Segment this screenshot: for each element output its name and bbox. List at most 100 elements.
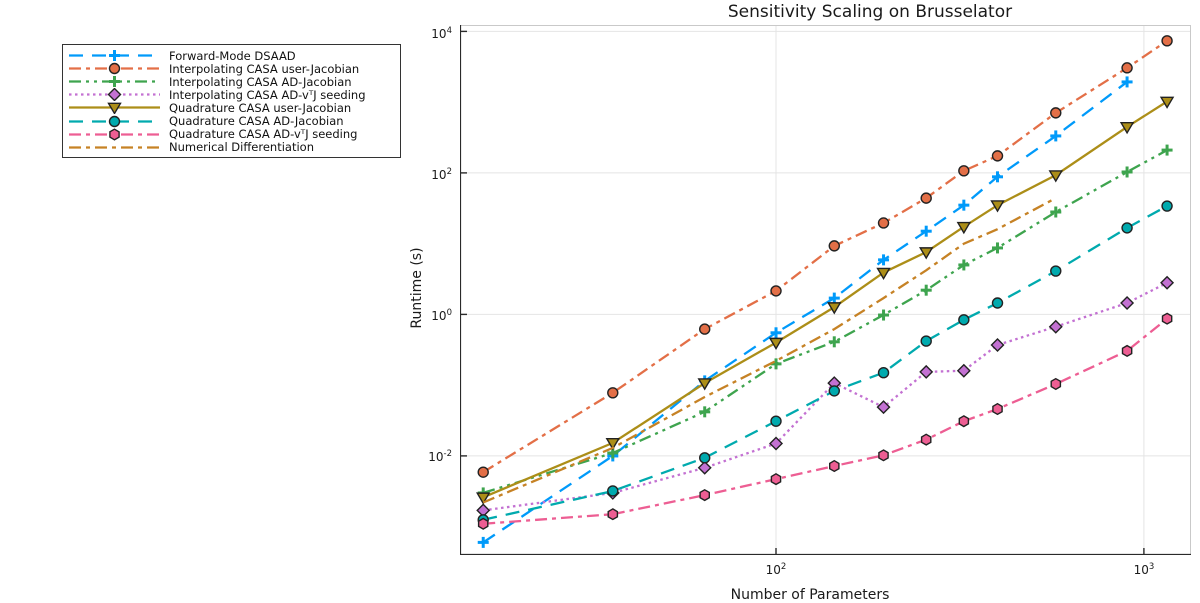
series-1-marker bbox=[877, 217, 890, 229]
series-6-marker bbox=[1161, 312, 1173, 325]
series-5-marker bbox=[877, 367, 890, 379]
series-6-marker bbox=[829, 459, 840, 473]
series-3-marker bbox=[1160, 275, 1175, 290]
series-4-marker bbox=[956, 221, 972, 235]
series-5-marker bbox=[1121, 222, 1133, 234]
series-1-marker bbox=[991, 150, 1004, 162]
series-1-marker bbox=[1121, 62, 1133, 74]
series-3-marker bbox=[1048, 319, 1063, 334]
series-1-marker bbox=[1050, 107, 1062, 119]
series-line-5 bbox=[482, 204, 1168, 521]
series-1-marker bbox=[699, 323, 711, 335]
legend-label: Numerical Differentiation bbox=[169, 140, 314, 155]
legend-label: Quadrature CASA AD-Jacobian bbox=[169, 114, 344, 129]
series-line-4 bbox=[482, 100, 1168, 499]
series-6-marker bbox=[878, 449, 889, 462]
legend-label: Interpolating CASA AD-Jacobian bbox=[169, 74, 352, 89]
series-1-marker bbox=[1161, 35, 1173, 47]
y-axis-tick-label: 100 bbox=[431, 308, 452, 323]
series-3-marker bbox=[697, 460, 712, 475]
legend-glyph bbox=[69, 115, 160, 127]
series-3-marker bbox=[876, 400, 891, 415]
legend-item-2: Interpolating CASA AD-Jacobian bbox=[67, 74, 398, 89]
x-axis-tick-label: 102 bbox=[765, 562, 787, 577]
series-line-1 bbox=[482, 39, 1168, 474]
series-6-marker bbox=[477, 517, 489, 530]
series-3-marker bbox=[956, 363, 971, 378]
series-5-marker bbox=[770, 415, 782, 427]
series-line-0 bbox=[482, 80, 1128, 544]
legend-glyph bbox=[69, 128, 160, 141]
legend-item-6: Quadrature CASA AD-vᵀJ seeding bbox=[67, 127, 398, 142]
series-4-marker bbox=[475, 492, 491, 505]
legend: Forward-Mode DSAAD Interpolating CASA use… bbox=[62, 44, 401, 158]
legend-glyph bbox=[69, 146, 160, 149]
series-3-marker bbox=[1120, 296, 1135, 310]
series-4-marker bbox=[605, 437, 621, 451]
y-axis-tick-label: 102 bbox=[431, 167, 452, 182]
series-4-marker bbox=[1048, 170, 1063, 183]
legend-label: Interpolating CASA AD-vᵀJ seeding bbox=[169, 87, 366, 102]
series-6-marker bbox=[992, 402, 1003, 416]
legend-item-0: Forward-Mode DSAAD bbox=[67, 48, 398, 63]
legend-glyph bbox=[69, 50, 160, 62]
series-6-marker bbox=[770, 472, 782, 486]
series-6-marker bbox=[958, 415, 970, 428]
series-4-marker bbox=[1159, 96, 1175, 109]
series-4-marker bbox=[990, 200, 1005, 213]
series-5-marker bbox=[991, 297, 1004, 309]
series-5-marker bbox=[1050, 265, 1062, 277]
legend-item-5: Quadrature CASA AD-Jacobian bbox=[67, 114, 398, 129]
series-4-marker bbox=[876, 267, 891, 280]
series-4-marker bbox=[768, 337, 784, 350]
series-line-6 bbox=[483, 317, 1168, 525]
series-line-2 bbox=[482, 149, 1168, 494]
y-axis-label: Runtime (s) bbox=[409, 247, 425, 329]
series-4-marker bbox=[1119, 121, 1135, 135]
legend-glyph bbox=[69, 103, 160, 115]
x-axis-label: Number of Parameters bbox=[730, 587, 890, 603]
series-line-3 bbox=[483, 281, 1168, 512]
legend-glyph bbox=[69, 62, 160, 75]
series-6-marker bbox=[1050, 377, 1062, 391]
legend-glyph bbox=[69, 76, 160, 88]
series-1-marker bbox=[607, 387, 619, 399]
legend-label: Quadrature CASA user-Jacobian bbox=[169, 100, 352, 115]
series-5-marker bbox=[1161, 200, 1173, 212]
series-1-marker bbox=[770, 285, 782, 297]
series-1-marker bbox=[920, 192, 932, 204]
series-4-marker bbox=[697, 378, 712, 391]
legend-label: Interpolating CASA user-Jacobian bbox=[169, 61, 360, 76]
series-3-marker bbox=[769, 436, 784, 451]
series-6-marker bbox=[607, 508, 619, 521]
series-3-marker bbox=[919, 364, 934, 379]
legend-label: Forward-Mode DSAAD bbox=[169, 48, 296, 63]
series-1-marker bbox=[828, 240, 840, 252]
series-4-marker bbox=[827, 302, 842, 315]
plot-area bbox=[460, 25, 1191, 555]
legend-glyph bbox=[69, 88, 160, 102]
series-6-marker bbox=[1121, 344, 1133, 358]
chart-title: Sensitivity Scaling on Brusselator bbox=[727, 2, 1013, 22]
series-5-marker bbox=[828, 385, 840, 397]
legend-item-1: Interpolating CASA user-Jacobian bbox=[67, 61, 398, 76]
legend-item-7: Numerical Differentiation bbox=[67, 140, 398, 155]
series-5-marker bbox=[920, 335, 932, 347]
y-axis-tick-label: 104 bbox=[431, 26, 452, 41]
series-4-marker bbox=[918, 247, 934, 260]
legend-item-3: Interpolating CASA AD-vᵀJ seeding bbox=[67, 87, 398, 102]
legend-label: Quadrature CASA AD-vᵀJ seeding bbox=[169, 127, 358, 142]
plot-frame bbox=[460, 25, 1191, 555]
series-line-7 bbox=[482, 197, 1057, 504]
series-1-marker bbox=[477, 466, 489, 478]
legend-item-4: Quadrature CASA user-Jacobian bbox=[67, 100, 398, 115]
x-axis-tick-label: 103 bbox=[1133, 562, 1155, 577]
y-axis-tick-label: 10-2 bbox=[428, 449, 452, 464]
series-5-marker bbox=[958, 314, 970, 326]
series-3-marker bbox=[990, 337, 1005, 352]
series-5-marker bbox=[699, 452, 711, 464]
series-6-marker bbox=[920, 433, 932, 446]
series-5-marker bbox=[607, 485, 619, 497]
series-1-marker bbox=[958, 165, 970, 177]
